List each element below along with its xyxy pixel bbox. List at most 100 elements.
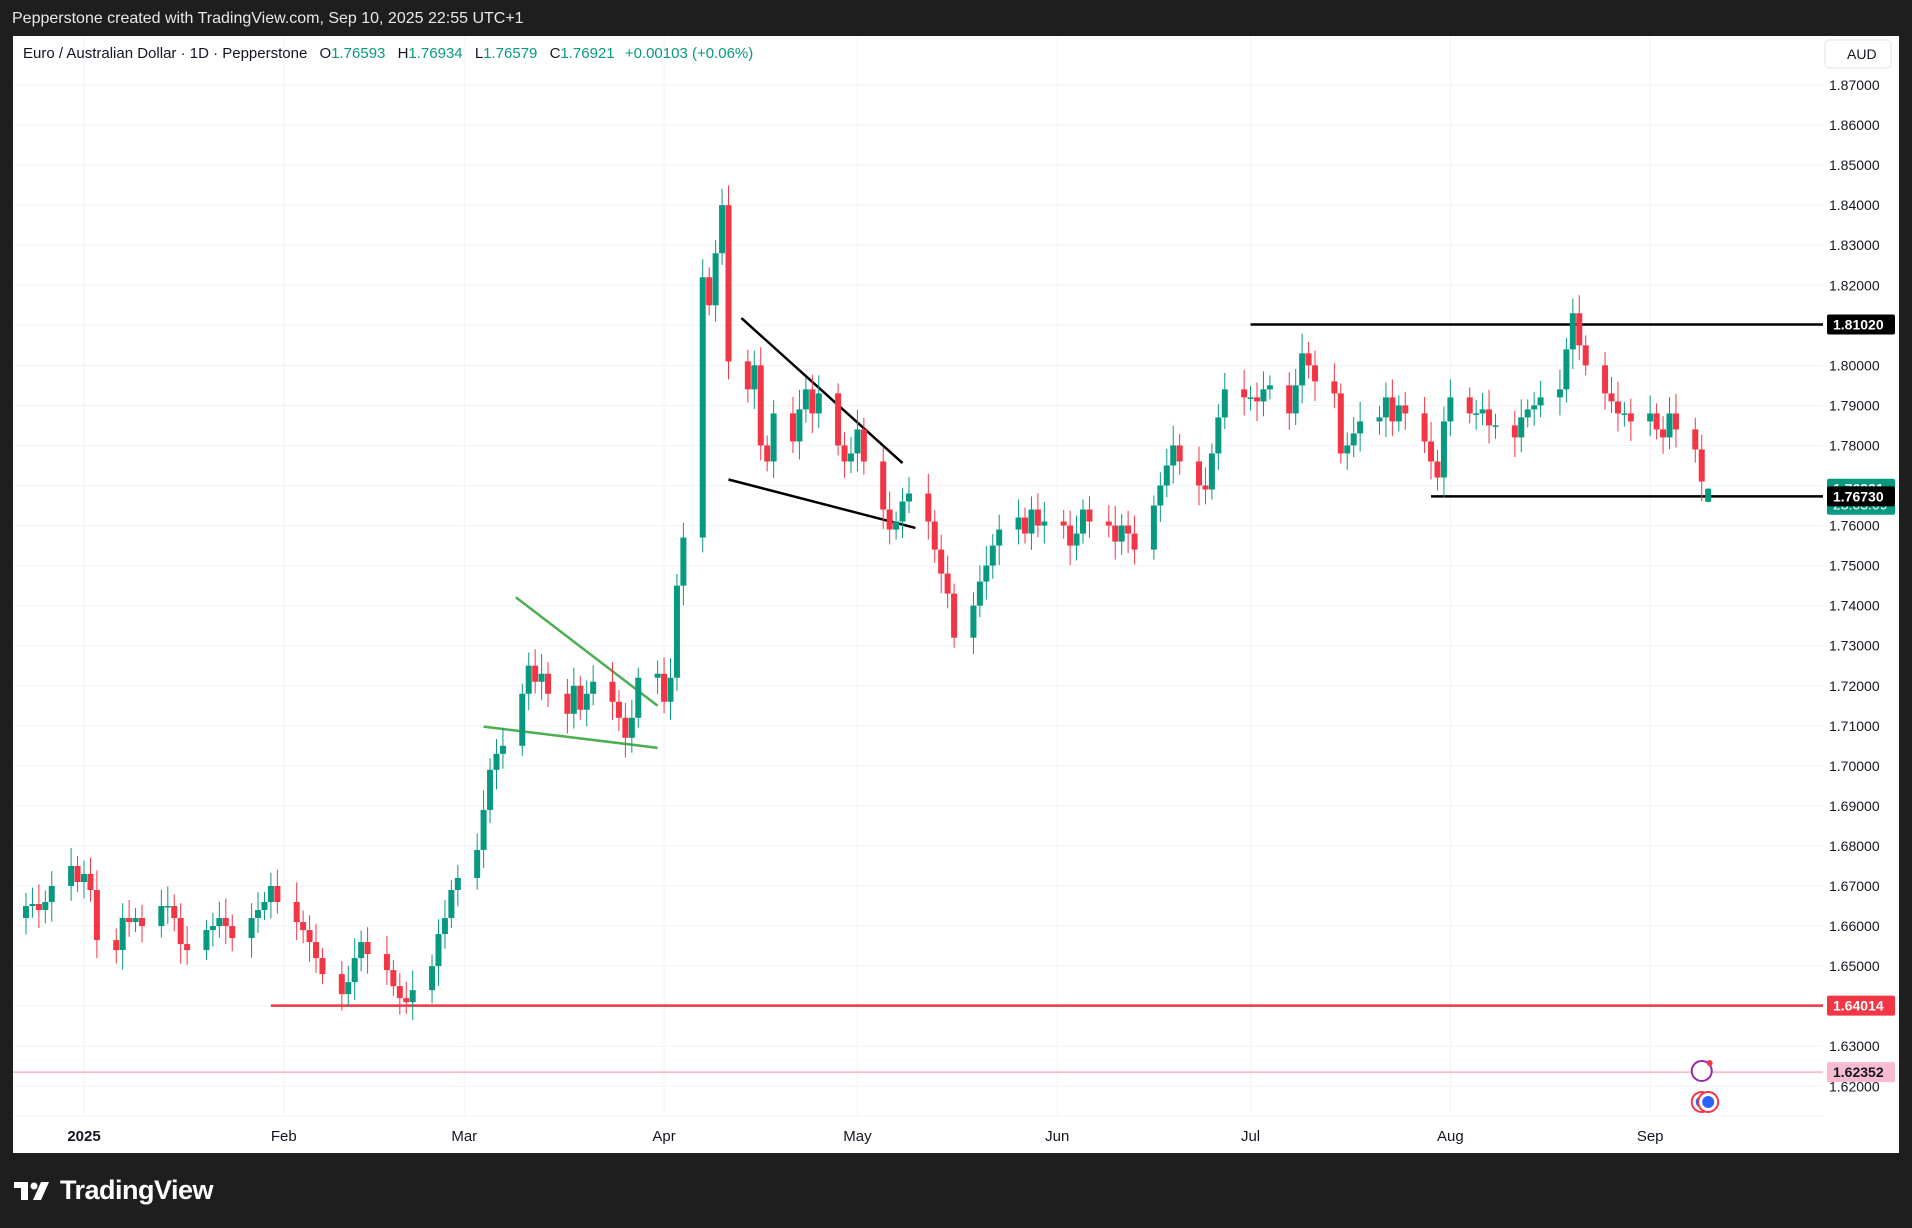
candle-body — [222, 918, 229, 927]
y-tick-label: 1.78000 — [1829, 437, 1880, 453]
price-label-text: 1.76730 — [1833, 488, 1884, 504]
candle-body — [119, 918, 126, 951]
candle-body — [1112, 525, 1119, 542]
candle-body — [1608, 393, 1615, 402]
y-tick-label: 1.84000 — [1829, 197, 1880, 213]
candle-body — [93, 890, 100, 941]
y-tick-label: 1.67000 — [1829, 878, 1880, 894]
y-tick-label: 1.66000 — [1829, 918, 1880, 934]
candle-body — [293, 902, 300, 923]
candle-body — [712, 253, 719, 306]
candle-body — [1202, 485, 1209, 490]
candle-body — [351, 958, 358, 983]
candle-body — [1157, 485, 1164, 506]
legend-high-value: 1.76934 — [408, 45, 462, 62]
candle-body — [680, 537, 687, 586]
y-tick-label: 1.79000 — [1829, 397, 1880, 413]
time-axis[interactable]: 2025 Feb Mar Apr May Jun Jul Aug Sep — [67, 1128, 1663, 1145]
candle-body — [1666, 413, 1673, 438]
candle-body — [132, 918, 139, 923]
candle-body — [1556, 389, 1563, 398]
x-tick-label: May — [843, 1128, 872, 1145]
trend-line — [483, 725, 658, 750]
candle-body — [499, 745, 506, 754]
y-tick-label: 1.69000 — [1829, 798, 1880, 814]
candle-body — [1537, 397, 1544, 406]
x-tick-label: Apr — [652, 1128, 675, 1145]
candle-body — [667, 677, 674, 702]
candle-body — [583, 693, 590, 710]
candle-body — [1518, 417, 1525, 438]
candle-body — [68, 865, 75, 886]
candle-body — [1260, 389, 1267, 402]
legend: Euro / Australian Dollar · 1D · Pepperst… — [23, 45, 753, 62]
y-tick-label: 1.82000 — [1829, 277, 1880, 293]
currency-button-label[interactable]: AUD — [1847, 46, 1877, 62]
candle-body — [1447, 397, 1454, 422]
bottom-bar — [0, 1153, 1912, 1228]
candle-body — [441, 918, 448, 935]
candle-body — [744, 361, 751, 390]
candle-body — [931, 521, 938, 550]
candle-body — [248, 918, 255, 939]
x-tick-label: Aug — [1437, 1128, 1464, 1145]
price-axis-bg — [1823, 36, 1899, 1153]
candle-body — [609, 681, 616, 702]
candle-body — [164, 906, 171, 908]
candle-body — [1305, 353, 1312, 366]
candle-body — [22, 906, 29, 919]
candle-body — [396, 986, 403, 999]
candle-body — [261, 902, 268, 911]
candle-body — [487, 769, 494, 810]
candle-body — [654, 673, 661, 678]
candle-body — [615, 701, 622, 718]
candle-body — [1511, 425, 1518, 438]
candle-body — [951, 593, 958, 638]
candle-body — [171, 906, 178, 919]
currency-button[interactable]: AUD — [1824, 39, 1892, 69]
candle-body — [1660, 429, 1667, 438]
currency-button-bg[interactable] — [1824, 39, 1892, 69]
candle-body — [1621, 413, 1628, 415]
candle-body — [673, 585, 680, 678]
legend-low-label: L — [475, 45, 483, 62]
grid — [13, 36, 1823, 1117]
trend-line — [515, 596, 659, 707]
price-axis[interactable]: 1.87000 1.86000 1.85000 1.84000 1.83000 1.820… — [1823, 36, 1899, 1153]
candle-body — [938, 549, 945, 574]
candle-body — [983, 565, 990, 582]
legend-open-label: O — [319, 45, 331, 62]
candle-body — [429, 966, 436, 991]
candle-body — [87, 873, 94, 891]
y-tick-label: 1.73000 — [1829, 638, 1880, 654]
price-label-text: 1.64014 — [1833, 998, 1884, 1014]
candle-body — [1647, 413, 1654, 422]
top-bar: Pepperstone created with TradingView.com… — [0, 0, 1912, 36]
candle-body — [1344, 445, 1351, 454]
candle-body — [577, 685, 584, 710]
candle-body — [267, 886, 274, 903]
candle-body — [1073, 533, 1080, 546]
candles — [22, 185, 1712, 1021]
legend-open-value: 1.76593 — [331, 45, 385, 62]
candle-body — [1576, 313, 1583, 346]
candle-body — [1067, 525, 1074, 546]
tradingview-logo[interactable]: TradingView — [14, 1175, 214, 1206]
chart-area[interactable]: 1.87000 1.86000 1.85000 1.84000 1.83000 1.820… — [13, 36, 1899, 1153]
candle-body — [229, 926, 236, 939]
candle-body — [1569, 313, 1576, 350]
x-tick-label: Feb — [271, 1128, 297, 1145]
candle-body — [1041, 521, 1048, 526]
candle-body — [383, 954, 390, 971]
candle-body — [42, 902, 49, 911]
candle-body — [751, 365, 758, 390]
candle-body — [435, 934, 442, 967]
candle-body — [300, 922, 307, 931]
candle-body — [113, 940, 120, 951]
candle-body — [538, 673, 545, 682]
candle-body — [802, 389, 809, 410]
candle-body — [699, 277, 706, 538]
candle-body — [1421, 413, 1428, 442]
candle-body — [789, 413, 796, 442]
chart-svg[interactable]: 1.87000 1.86000 1.85000 1.84000 1.83000 1.820… — [13, 36, 1899, 1153]
